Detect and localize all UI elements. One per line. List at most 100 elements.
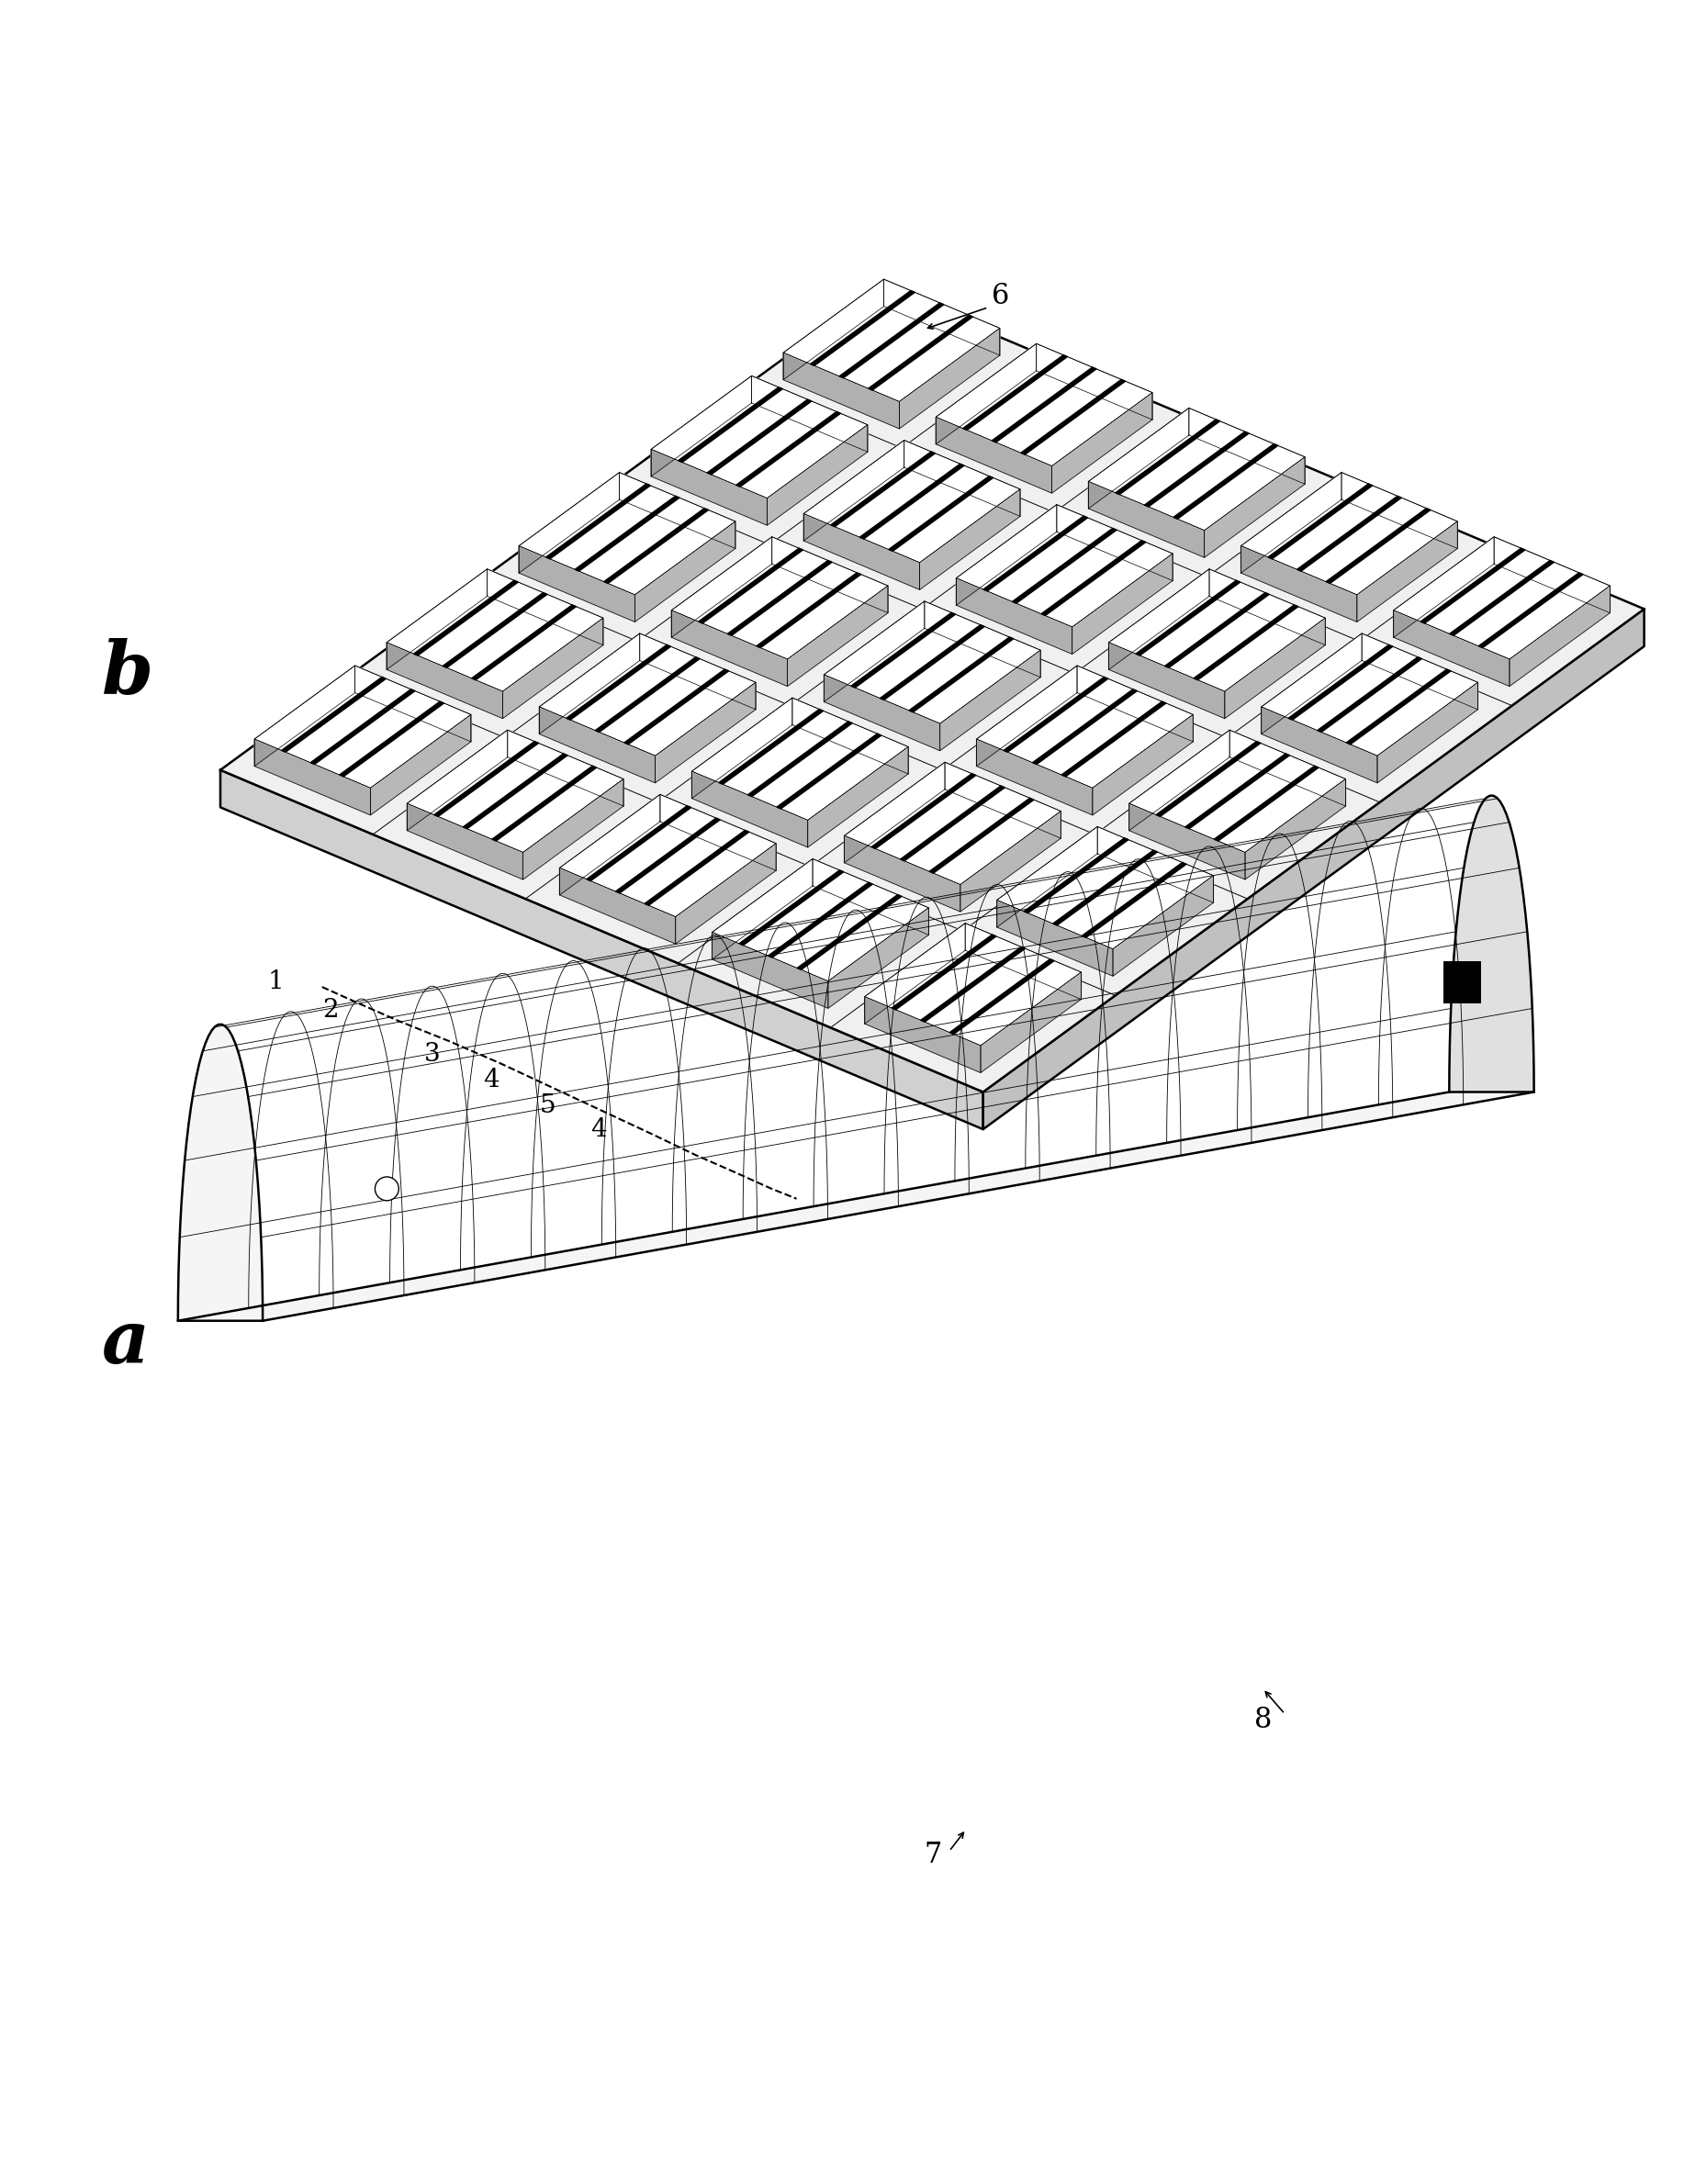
Polygon shape bbox=[949, 959, 1054, 1035]
Polygon shape bbox=[1317, 657, 1422, 732]
Polygon shape bbox=[788, 585, 888, 686]
Polygon shape bbox=[727, 561, 832, 636]
Polygon shape bbox=[339, 701, 444, 778]
Polygon shape bbox=[929, 797, 1034, 874]
Polygon shape bbox=[1478, 572, 1583, 649]
Polygon shape bbox=[983, 515, 1088, 592]
Polygon shape bbox=[1156, 740, 1261, 817]
Polygon shape bbox=[1020, 380, 1125, 454]
Polygon shape bbox=[1229, 729, 1346, 806]
Polygon shape bbox=[768, 882, 873, 957]
Polygon shape bbox=[1325, 509, 1431, 583]
Polygon shape bbox=[961, 810, 1061, 911]
Text: 4: 4 bbox=[590, 1116, 607, 1142]
Polygon shape bbox=[566, 644, 671, 721]
Polygon shape bbox=[981, 972, 1081, 1072]
Polygon shape bbox=[519, 472, 619, 572]
Polygon shape bbox=[1053, 393, 1153, 494]
Polygon shape bbox=[1081, 863, 1186, 937]
Polygon shape bbox=[524, 780, 624, 880]
Polygon shape bbox=[1241, 546, 1358, 622]
Polygon shape bbox=[712, 858, 929, 981]
Polygon shape bbox=[809, 747, 909, 847]
Polygon shape bbox=[1393, 537, 1610, 660]
Polygon shape bbox=[442, 592, 547, 668]
Polygon shape bbox=[407, 729, 507, 830]
Polygon shape bbox=[1261, 708, 1378, 782]
Polygon shape bbox=[924, 601, 1041, 677]
Polygon shape bbox=[903, 441, 1020, 515]
Polygon shape bbox=[1185, 753, 1290, 828]
Polygon shape bbox=[992, 367, 1097, 443]
Polygon shape bbox=[659, 795, 776, 871]
Polygon shape bbox=[880, 625, 985, 699]
Polygon shape bbox=[1297, 496, 1402, 572]
Polygon shape bbox=[1420, 548, 1525, 622]
Polygon shape bbox=[920, 489, 1020, 590]
Polygon shape bbox=[1114, 876, 1214, 976]
Polygon shape bbox=[178, 795, 1534, 1321]
Polygon shape bbox=[1241, 472, 1341, 572]
Polygon shape bbox=[1088, 480, 1205, 557]
Polygon shape bbox=[559, 795, 776, 917]
Polygon shape bbox=[220, 286, 1644, 1092]
Polygon shape bbox=[944, 762, 1061, 839]
Polygon shape bbox=[1361, 633, 1478, 710]
Polygon shape bbox=[1288, 644, 1393, 721]
Polygon shape bbox=[868, 314, 973, 391]
Polygon shape bbox=[771, 537, 888, 614]
Polygon shape bbox=[220, 771, 983, 1129]
Text: 5: 5 bbox=[539, 1094, 556, 1118]
Polygon shape bbox=[824, 675, 941, 751]
Polygon shape bbox=[829, 909, 929, 1009]
Polygon shape bbox=[1378, 681, 1478, 782]
Polygon shape bbox=[507, 729, 624, 806]
Polygon shape bbox=[1193, 605, 1298, 679]
Polygon shape bbox=[936, 417, 1053, 494]
Polygon shape bbox=[956, 505, 1056, 605]
Polygon shape bbox=[1093, 714, 1193, 815]
Polygon shape bbox=[539, 633, 756, 756]
Polygon shape bbox=[503, 618, 603, 719]
Polygon shape bbox=[310, 690, 415, 764]
Polygon shape bbox=[615, 819, 720, 893]
Polygon shape bbox=[486, 570, 603, 644]
Polygon shape bbox=[492, 767, 597, 841]
Polygon shape bbox=[810, 290, 915, 365]
Polygon shape bbox=[839, 304, 944, 378]
Polygon shape bbox=[909, 638, 1014, 712]
Polygon shape bbox=[1088, 408, 1188, 509]
Polygon shape bbox=[471, 605, 576, 679]
Polygon shape bbox=[956, 579, 1073, 653]
Polygon shape bbox=[844, 762, 944, 863]
Polygon shape bbox=[698, 548, 803, 622]
Polygon shape bbox=[254, 666, 471, 788]
Polygon shape bbox=[651, 450, 768, 526]
Polygon shape bbox=[644, 830, 749, 906]
Polygon shape bbox=[1036, 343, 1153, 419]
Text: a: a bbox=[102, 1308, 149, 1378]
Polygon shape bbox=[871, 773, 976, 850]
Polygon shape bbox=[371, 714, 471, 815]
Polygon shape bbox=[559, 795, 659, 895]
Polygon shape bbox=[936, 343, 1036, 443]
Polygon shape bbox=[1032, 690, 1137, 764]
Polygon shape bbox=[1076, 666, 1193, 743]
Polygon shape bbox=[434, 740, 539, 817]
Polygon shape bbox=[712, 933, 829, 1009]
Polygon shape bbox=[1261, 633, 1361, 734]
Polygon shape bbox=[963, 356, 1068, 430]
Text: 3: 3 bbox=[424, 1042, 441, 1068]
Polygon shape bbox=[707, 400, 812, 474]
Polygon shape bbox=[671, 537, 888, 660]
Polygon shape bbox=[407, 729, 624, 852]
Polygon shape bbox=[900, 328, 1000, 428]
Polygon shape bbox=[1493, 537, 1610, 614]
Polygon shape bbox=[997, 900, 1114, 976]
Polygon shape bbox=[1246, 780, 1346, 880]
Polygon shape bbox=[651, 376, 751, 476]
Polygon shape bbox=[1088, 408, 1305, 531]
Polygon shape bbox=[1225, 618, 1325, 719]
Polygon shape bbox=[920, 948, 1025, 1022]
Polygon shape bbox=[900, 786, 1005, 860]
